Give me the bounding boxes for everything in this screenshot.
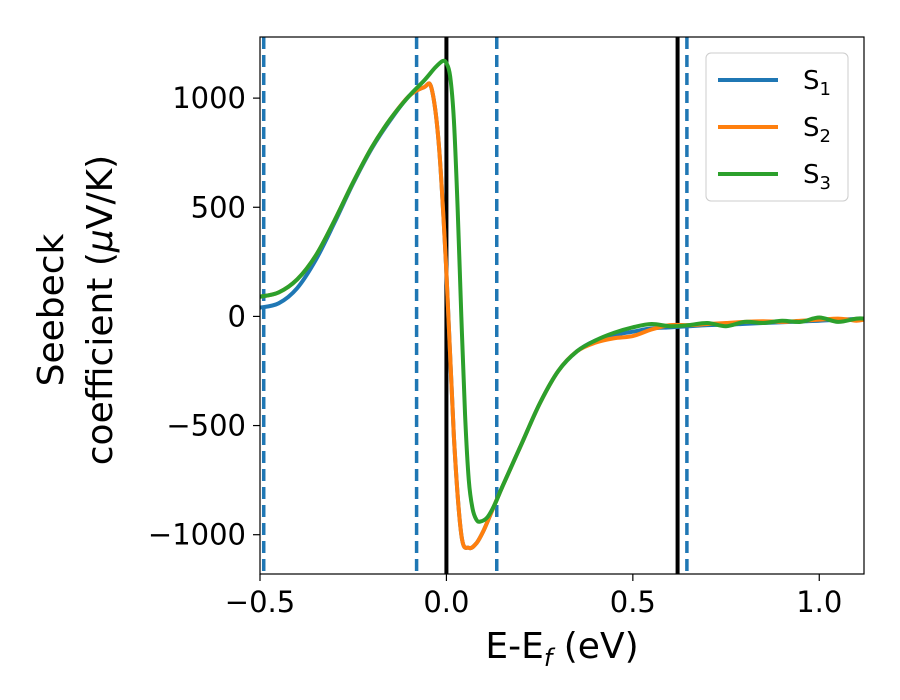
- x-tick-label: 1.0: [796, 585, 842, 619]
- legend-label-s2: S2: [803, 113, 831, 147]
- axis-ticks: −0.5 0.0 0.5 1.0 −1000 −500 0 500 1000: [148, 81, 842, 619]
- y-tick-label: 1000: [172, 81, 246, 115]
- y-axis-label-line2: coefficient (μV/K): [80, 155, 121, 465]
- series-lines: [260, 58, 864, 551]
- y-tick-label: 0: [228, 299, 246, 333]
- x-axis-label: E-Ef (eV): [485, 626, 638, 672]
- reference-lines: [261, 37, 689, 574]
- legend-label-s1: S1: [803, 66, 831, 100]
- y-tick-label: −1000: [148, 518, 246, 552]
- y-tick-label: −500: [166, 409, 246, 443]
- plot-frame: [259, 36, 865, 575]
- legend-label-s3: S3: [803, 160, 831, 194]
- y-axis-label-line1: Seebeck: [31, 233, 72, 386]
- legend: S1 S2 S3: [705, 52, 849, 202]
- y-tick-label: 500: [191, 190, 246, 224]
- x-tick-label: −0.5: [225, 585, 295, 619]
- x-tick-label: 0.5: [610, 585, 656, 619]
- series-line-s3: [260, 58, 864, 524]
- x-tick-label: 0.0: [423, 585, 469, 619]
